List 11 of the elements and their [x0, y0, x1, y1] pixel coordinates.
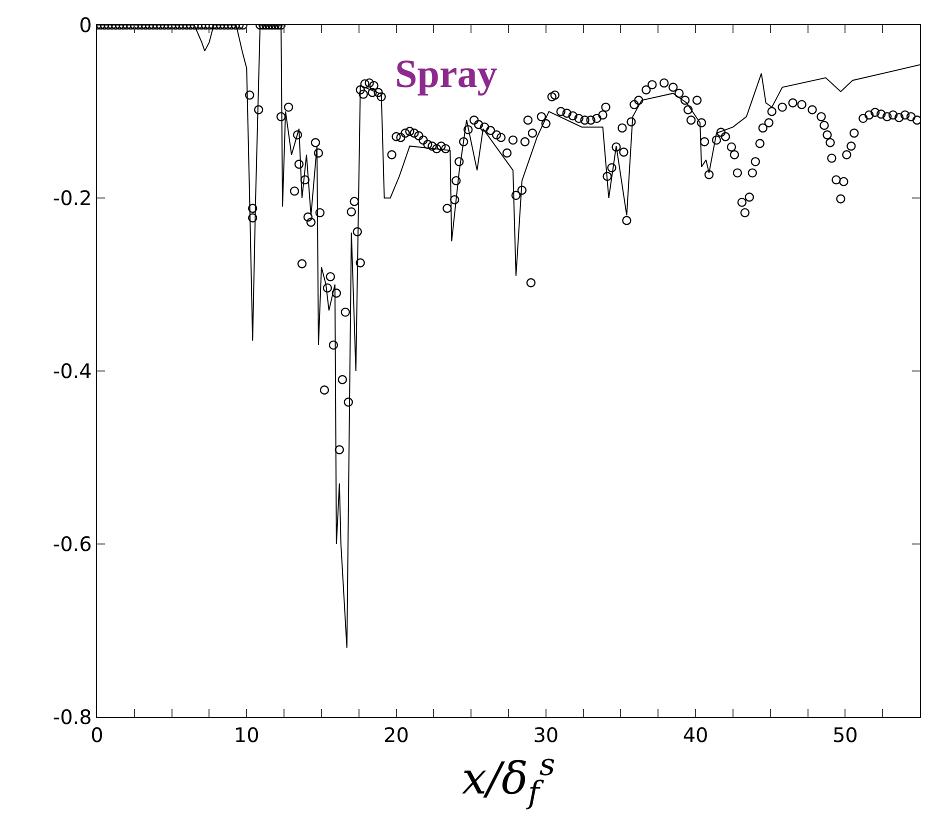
x-tick-label: 20 — [384, 723, 409, 748]
y-tick-label: 0 — [79, 13, 92, 37]
x-tick-label: 10 — [234, 723, 260, 748]
x-tick-label: 40 — [682, 723, 708, 748]
y-tick-label: -0.4 — [52, 359, 92, 383]
y-tick-label: -0.8 — [52, 705, 92, 729]
x-tick-label: 50 — [832, 723, 858, 748]
x-tick-label: 30 — [533, 723, 559, 748]
annotation: Spray — [395, 51, 498, 96]
y-tick-label: -0.2 — [52, 186, 92, 210]
y-tick-label: -0.6 — [52, 532, 92, 556]
